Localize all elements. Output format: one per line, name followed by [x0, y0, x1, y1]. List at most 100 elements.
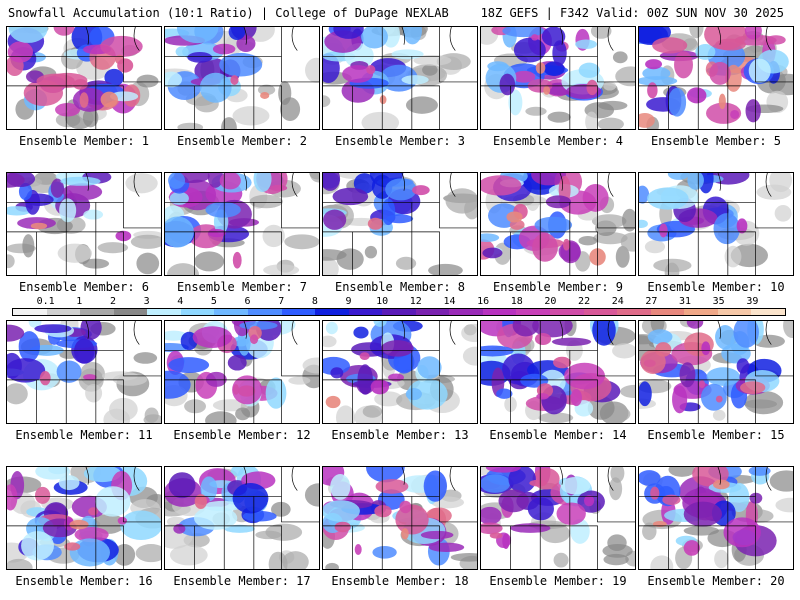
- legend-tick-label: 8: [311, 296, 318, 307]
- legend-tick-label: 6: [244, 296, 251, 307]
- legend-swatch: [13, 309, 47, 315]
- snowfall-map: [639, 173, 793, 275]
- legend-swatch: [46, 309, 81, 315]
- ensemble-panel: [638, 466, 794, 570]
- ensemble-panel: [638, 320, 794, 424]
- ensemble-panel: [6, 26, 162, 130]
- legend-swatch: [147, 309, 181, 315]
- snowfall-map: [481, 173, 635, 275]
- legend-tick-label: 10: [376, 296, 389, 307]
- snowfall-map: [639, 27, 793, 129]
- ensemble-panel: [480, 172, 636, 276]
- legend-swatch: [751, 309, 785, 315]
- ensemble-panel: [6, 320, 162, 424]
- legend-swatch: [281, 309, 316, 315]
- legend-swatch: [482, 309, 517, 315]
- ensemble-member-label: Ensemble Member: 14: [489, 428, 627, 442]
- legend-tick-label: 1: [76, 296, 83, 307]
- legend-swatch: [550, 309, 584, 315]
- ensemble-panel: [480, 26, 636, 130]
- legend-swatch: [516, 309, 550, 315]
- ensemble-panel: [164, 320, 320, 424]
- ensemble-member-label: Ensemble Member: 19: [489, 574, 627, 588]
- snowfall-map: [7, 27, 161, 129]
- snowfall-map: [7, 467, 161, 569]
- ensemble-panel: [322, 172, 478, 276]
- legend-swatch: [348, 309, 383, 315]
- legend-tick-label: 0.1: [36, 296, 55, 307]
- ensemble-member-label: Ensemble Member: 13: [331, 428, 469, 442]
- ensemble-member-label: Ensemble Member: 8: [334, 280, 466, 294]
- ensemble-panel: [638, 26, 794, 130]
- ensemble-member-label: Ensemble Member: 10: [647, 280, 785, 294]
- legend-swatch: [415, 309, 450, 315]
- ensemble-panel: [480, 466, 636, 570]
- ensemble-member-label: Ensemble Member: 3: [334, 134, 466, 148]
- legend-swatch: [717, 309, 752, 315]
- snowfall-map: [323, 173, 477, 275]
- ensemble-member-label: Ensemble Member: 20: [647, 574, 785, 588]
- snowfall-map: [165, 27, 319, 129]
- legend-swatch: [650, 309, 685, 315]
- ensemble-member-label: Ensemble Member: 9: [492, 280, 624, 294]
- ensemble-panel: [638, 172, 794, 276]
- snowfall-map: [7, 173, 161, 275]
- legend-tick-label: 31: [679, 296, 692, 307]
- snowfall-map: [481, 321, 635, 423]
- snowfall-map: [323, 321, 477, 423]
- ensemble-panel: [6, 172, 162, 276]
- legend-swatch: [180, 309, 215, 315]
- chart-title: Snowfall Accumulation (10:1 Ratio) | Col…: [8, 6, 449, 20]
- legend-swatch: [214, 309, 248, 315]
- snowfall-map: [165, 321, 319, 423]
- snowfall-map: [481, 467, 635, 569]
- snowfall-map: [481, 27, 635, 129]
- header: Snowfall Accumulation (10:1 Ratio) | Col…: [0, 0, 800, 24]
- ensemble-member-label: Ensemble Member: 2: [176, 134, 308, 148]
- legend-tick-label: 35: [712, 296, 725, 307]
- ensemble-member-label: Ensemble Member: 1: [18, 134, 150, 148]
- ensemble-panel: [322, 320, 478, 424]
- legend-tick-label: 27: [645, 296, 658, 307]
- snowfall-map: [639, 321, 793, 423]
- legend-tick-label: 14: [443, 296, 456, 307]
- snowfall-map: [323, 27, 477, 129]
- legend-swatch: [449, 309, 483, 315]
- legend-color-bar: [12, 308, 786, 316]
- ensemble-member-label: Ensemble Member: 5: [650, 134, 782, 148]
- ensemble-member-label: Ensemble Member: 15: [647, 428, 785, 442]
- legend-swatch: [617, 309, 651, 315]
- legend-swatch: [247, 309, 282, 315]
- legend-tick-label: 39: [746, 296, 759, 307]
- legend-tick-label: 20: [544, 296, 557, 307]
- legend-swatch: [315, 309, 349, 315]
- snowfall-map: [165, 173, 319, 275]
- ensemble-member-label: Ensemble Member: 11: [15, 428, 153, 442]
- ensemble-panel: [480, 320, 636, 424]
- legend-tick-label: 3: [143, 296, 150, 307]
- legend-tick-label: 7: [278, 296, 285, 307]
- ensemble-panel: [322, 466, 478, 570]
- legend-tick-label: 16: [477, 296, 490, 307]
- legend-swatch: [382, 309, 416, 315]
- ensemble-member-label: Ensemble Member: 6: [18, 280, 150, 294]
- ensemble-member-label: Ensemble Member: 18: [331, 574, 469, 588]
- snowfall-map: [639, 467, 793, 569]
- ensemble-panel: [164, 172, 320, 276]
- ensemble-member-label: Ensemble Member: 7: [176, 280, 308, 294]
- ensemble-member-label: Ensemble Member: 16: [15, 574, 153, 588]
- ensemble-panel: [6, 466, 162, 570]
- ensemble-panel: [164, 466, 320, 570]
- snowfall-map: [323, 467, 477, 569]
- legend-tick-label: 18: [510, 296, 523, 307]
- legend-tick-label: 22: [578, 296, 591, 307]
- legend-tick-label: 24: [611, 296, 624, 307]
- legend-tick-label: 9: [345, 296, 352, 307]
- legend-tick-labels: 0.1 1 2 3 4 5 6 7 8 9 10 12 14 16 18 20 22 24 27 31 35 39: [12, 296, 786, 308]
- legend-tick-label: 2: [109, 296, 116, 307]
- legend-swatch: [113, 309, 148, 315]
- legend-swatch: [684, 309, 718, 315]
- legend-tick-label: 4: [177, 296, 184, 307]
- snowfall-map: [7, 321, 161, 423]
- legend-tick-label: 12: [409, 296, 422, 307]
